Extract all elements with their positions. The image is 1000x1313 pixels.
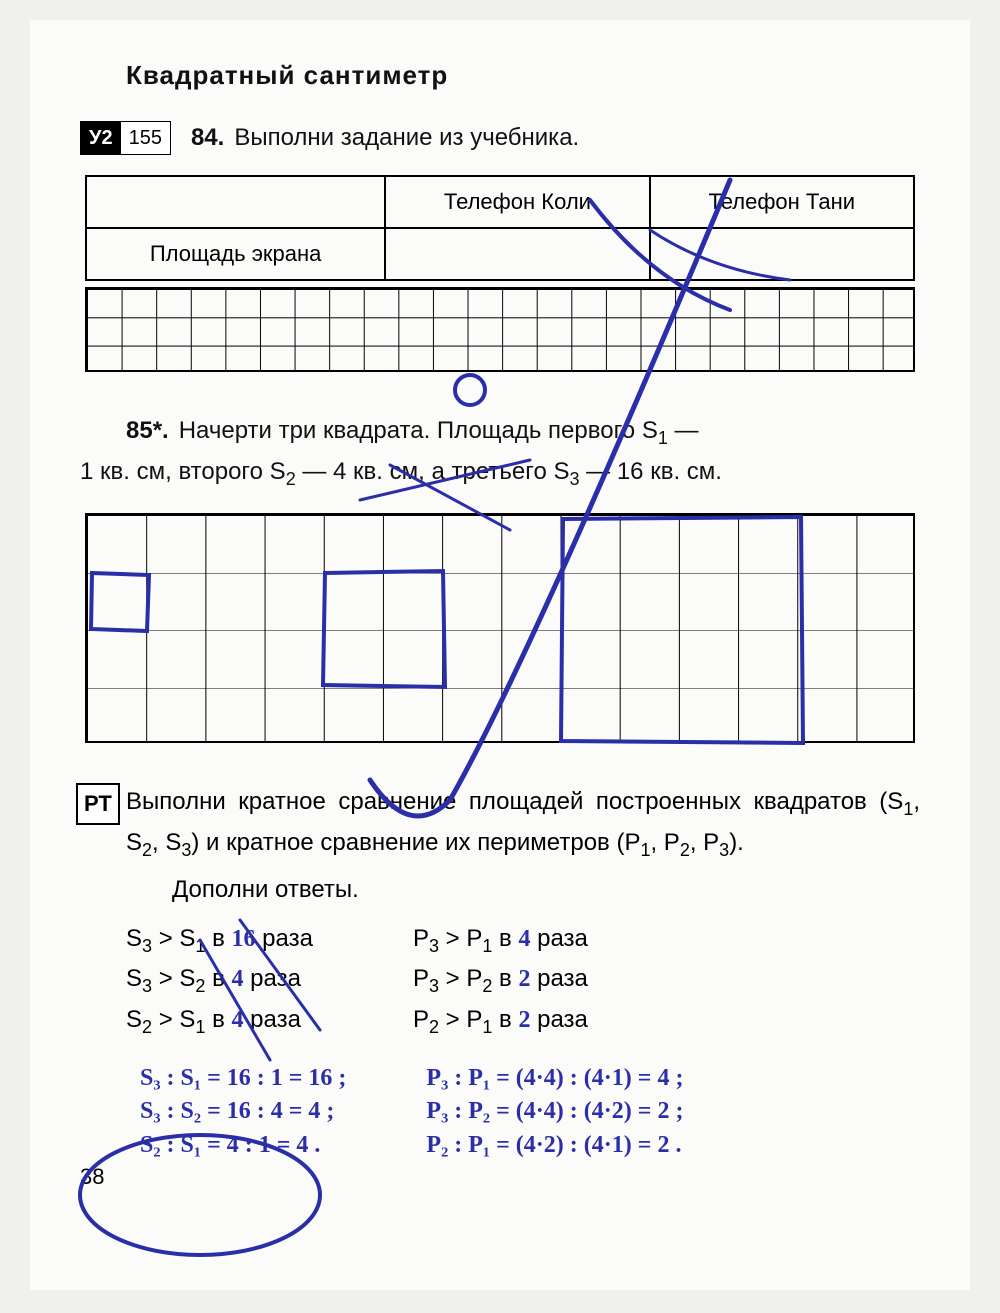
handwriting-squares [87, 515, 917, 745]
page-title: Квадратный сантиметр [126, 60, 920, 91]
rt-block: РТ Выполни кратное сравнение площадей по… [126, 783, 920, 1042]
calc-right-column: P₃ : P₁ = (4·4) : (4·1) = 4 ; P₃ : P₂ = … [426, 1062, 683, 1163]
calc-line: S₂ : S₁ = 4 : 1 = 4 . [140, 1129, 346, 1163]
answer-line: P3 > P2 в 2 раза [413, 960, 588, 1001]
task85-text: 85*.Начерти три квадрата. Площадь первог… [80, 412, 920, 493]
table-row: Телефон Коли Телефон Тани [86, 176, 914, 228]
answer-line: S3 > S1 в 16 раза [126, 920, 313, 961]
badge-right: 155 [121, 122, 170, 154]
task84-table: Телефон Коли Телефон Тани Площадь экрана [85, 175, 915, 281]
table-cell [650, 228, 914, 280]
table-cell [86, 176, 385, 228]
task84-answer-grid [85, 287, 915, 372]
calc-line: P₃ : P₂ = (4·4) : (4·2) = 2 ; [426, 1095, 683, 1129]
calc-left-column: S₃ : S₁ = 16 : 1 = 16 ; S₃ : S₂ = 16 : 4… [140, 1062, 346, 1163]
task84-text: 84. Выполни задание из учебника. [191, 124, 579, 152]
task84-number: 84. [191, 124, 224, 151]
answer-line: S2 > S1 в 4 раза [126, 1001, 313, 1042]
calc-line: S₃ : S₂ = 16 : 4 = 4 ; [140, 1095, 346, 1129]
table-header-cell: Телефон Коли [385, 176, 649, 228]
page-number: 38 [80, 1164, 104, 1190]
calc-line: P₂ : P₁ = (4·2) : (4·1) = 2 . [426, 1129, 683, 1163]
table-cell [385, 228, 649, 280]
handwritten-calculations: S₃ : S₁ = 16 : 1 = 16 ; S₃ : S₂ = 16 : 4… [140, 1062, 920, 1163]
answers-s-column: S3 > S1 в 16 раза S3 > S2 в 4 раза S2 > … [126, 920, 313, 1042]
calc-line: S₃ : S₁ = 16 : 1 = 16 ; [140, 1062, 346, 1096]
table-row: Площадь экрана [86, 228, 914, 280]
rt-instruction: Дополни ответы. [126, 871, 920, 908]
workbook-page: Квадратный сантиметр У2 155 84. Выполни з… [30, 20, 970, 1290]
calc-line: P₃ : P₁ = (4·4) : (4·1) = 4 ; [426, 1062, 683, 1096]
task84-body: Выполни задание из учебника. [234, 124, 579, 151]
table-cell: Площадь экрана [86, 228, 385, 280]
task85-grid [85, 513, 915, 743]
reference-badge: У2 155 [80, 121, 171, 155]
rt-badge: РТ [76, 783, 120, 825]
table-header-cell: Телефон Тани [650, 176, 914, 228]
badge-left: У2 [81, 122, 121, 154]
answer-line: S3 > S2 в 4 раза [126, 960, 313, 1001]
answers-block: S3 > S1 в 16 раза S3 > S2 в 4 раза S2 > … [126, 920, 920, 1042]
task85-number: 85*. [126, 417, 169, 444]
answers-p-column: P3 > P1 в 4 раза P3 > P2 в 2 раза P2 > P… [413, 920, 588, 1042]
answer-line: P2 > P1 в 2 раза [413, 1001, 588, 1042]
rt-paragraph: Выполни кратное сравнение площадей постр… [126, 783, 920, 864]
answer-line: P3 > P1 в 4 раза [413, 920, 588, 961]
task84-header: У2 155 84. Выполни задание из учебника. [80, 121, 920, 155]
